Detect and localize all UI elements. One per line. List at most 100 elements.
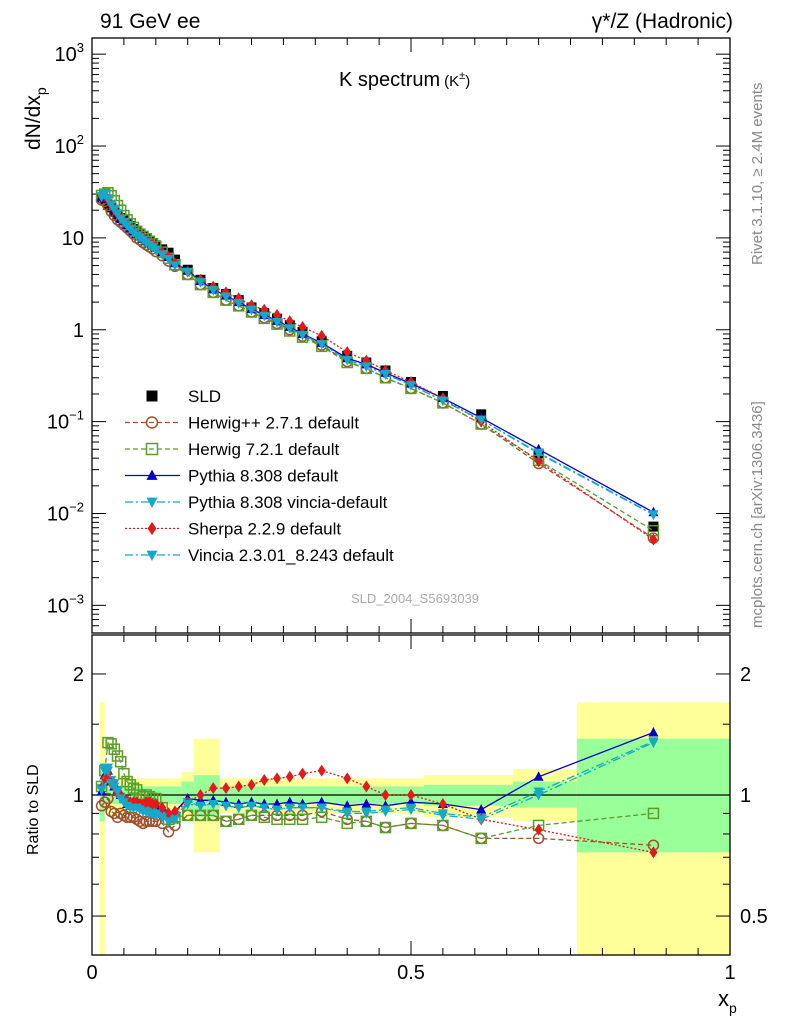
ratio-point xyxy=(476,804,487,814)
main-point xyxy=(285,315,294,328)
ratio-point xyxy=(361,798,372,808)
main-point xyxy=(99,190,110,200)
main-point xyxy=(246,305,257,316)
plot-title: K spectrum (K±) xyxy=(339,69,470,91)
legend-label: Vincia 2.3.01_8.243 default xyxy=(188,546,394,565)
legend-marker xyxy=(146,550,158,562)
legend-entry: Sherpa 2.2.9 default xyxy=(125,520,341,539)
main-series-6 xyxy=(96,190,659,521)
ratio-point xyxy=(151,797,160,810)
ratio-point xyxy=(534,823,543,836)
ratio-point xyxy=(285,770,294,783)
main-series-0 xyxy=(96,192,659,532)
ratio-point xyxy=(381,789,390,801)
ratio-point xyxy=(108,743,121,755)
main-series-line xyxy=(101,194,654,513)
main-panel: 10−3 10−2 10−1 1 10 102 103 xyxy=(47,37,731,634)
ratio-point xyxy=(157,813,168,823)
ratio-point xyxy=(647,807,660,820)
legend-label: Pythia 8.308 vincia-default xyxy=(188,493,388,512)
ratio-point xyxy=(99,796,111,808)
ratio-point xyxy=(196,789,205,801)
main-point xyxy=(361,362,372,372)
ratio-point xyxy=(112,787,123,798)
ratio-ytick-label: 1 xyxy=(73,785,84,807)
ratio-point xyxy=(648,738,659,749)
ratio-point xyxy=(298,767,307,780)
main-point xyxy=(649,533,658,546)
analysis-watermark: SLD_2004_S5693039 xyxy=(351,591,479,606)
ratio-point xyxy=(379,821,392,834)
ratio-point xyxy=(272,805,283,816)
ratio-point xyxy=(95,800,108,812)
mcplots-label: mcplots.cern.ch [arXiv:1306.3436] xyxy=(749,401,766,628)
main-point xyxy=(163,254,174,265)
legend-marker xyxy=(147,521,157,536)
ratio-xtick-label: 0 xyxy=(86,962,97,984)
ratio-point xyxy=(533,791,544,801)
ratio-point xyxy=(114,755,127,768)
ratio-point xyxy=(437,811,448,821)
main-point xyxy=(220,292,231,303)
main-point xyxy=(406,381,416,391)
main-point xyxy=(380,369,391,380)
main-point xyxy=(272,317,283,328)
main-point xyxy=(102,195,113,205)
main-point xyxy=(533,449,544,459)
main-point xyxy=(150,245,161,256)
legend-entry: Pythia 8.308 vincia-default xyxy=(125,493,388,512)
ratio-xtick-label: 1 xyxy=(724,962,735,984)
main-point xyxy=(343,346,352,359)
ratio-point xyxy=(407,789,415,801)
band-outer xyxy=(99,702,105,955)
ratio-point xyxy=(234,780,243,793)
ratio-point xyxy=(361,809,372,819)
main-point xyxy=(534,455,543,468)
x-axis-label: xp xyxy=(718,986,737,1016)
main-ytick-label: 103 xyxy=(55,40,84,66)
ratio-point xyxy=(476,815,487,825)
ratio-point xyxy=(195,801,206,812)
ratio-point xyxy=(247,778,256,791)
ratio-point xyxy=(102,766,113,777)
ratio-ytick-label-right: 0.5 xyxy=(740,906,768,928)
main-ytick-label: 10−3 xyxy=(47,591,84,617)
legend-entry: Herwig++ 2.7.1 default xyxy=(125,414,359,433)
legend-marker xyxy=(145,416,159,429)
main-point xyxy=(259,311,270,322)
legend: SLD Herwig++ 2.7.1 default Herwig 7.2.1 de… xyxy=(125,387,394,565)
ratio-ytick-label-right: 1 xyxy=(740,785,751,807)
main-ytick-label: 102 xyxy=(55,132,84,158)
main-point xyxy=(316,339,327,350)
main-ytick-label: 10−2 xyxy=(47,499,84,525)
ratio-point xyxy=(317,764,326,777)
ratio-point xyxy=(221,782,230,795)
ratio-point xyxy=(220,815,232,828)
ratio-point xyxy=(649,846,658,859)
main-point xyxy=(112,209,123,220)
ratio-point xyxy=(121,775,133,788)
ratio-point xyxy=(170,805,179,818)
ratio-point xyxy=(284,813,296,826)
main-point xyxy=(476,415,487,426)
main-point xyxy=(317,329,326,342)
main-point xyxy=(648,521,659,532)
ratio-point xyxy=(163,817,174,827)
legend-entry: Pythia 8.308 default xyxy=(125,467,339,486)
ratio-point xyxy=(127,782,140,794)
main-frame xyxy=(91,37,731,634)
legend-entry: SLD xyxy=(146,387,221,406)
ratio-point xyxy=(118,767,130,780)
main-series-line xyxy=(101,192,654,532)
ratio-point xyxy=(181,809,194,822)
legend-label: Herwig 7.2.1 default xyxy=(188,440,339,459)
ratio-point xyxy=(362,780,371,793)
legend-marker xyxy=(145,442,159,456)
ratio-point xyxy=(284,803,295,814)
ratio-point xyxy=(475,832,487,845)
ratio-point xyxy=(182,799,193,810)
main-point xyxy=(169,261,180,272)
main-ytick-label: 10−1 xyxy=(47,408,84,434)
main-series-2 xyxy=(95,187,660,537)
